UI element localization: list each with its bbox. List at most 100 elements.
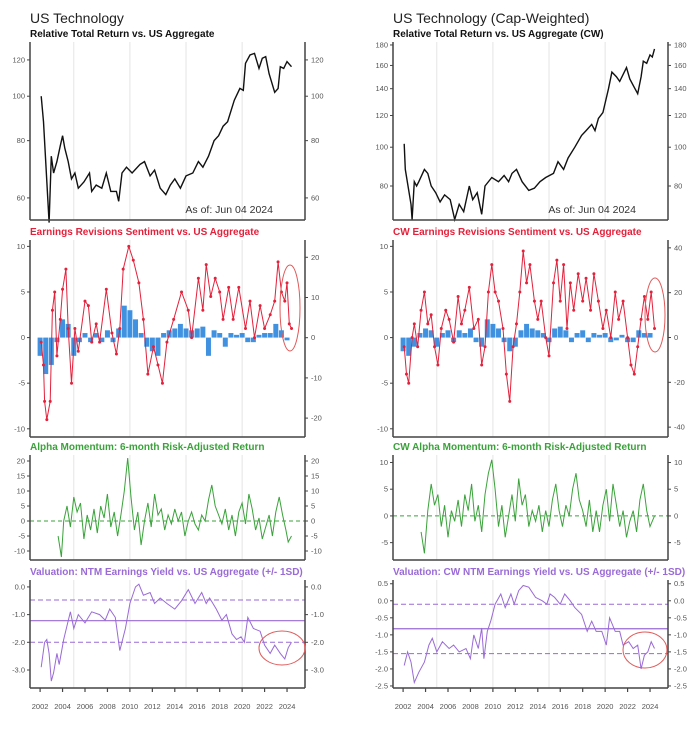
ytick-label: 10: [380, 242, 388, 251]
ytick-right-label: 20: [311, 253, 319, 262]
xtick-label: 2006: [77, 702, 94, 711]
ytick-label: -5: [381, 538, 388, 547]
sentiment-bar: [121, 305, 127, 338]
data-point: [439, 326, 443, 330]
ytick-right-label: 0: [674, 511, 678, 520]
data-point: [581, 299, 585, 303]
highlight-ellipse: [622, 631, 668, 669]
data-point: [209, 295, 213, 299]
panel-title: Valuation: NTM Earnings Yield vs. US Agg…: [30, 567, 303, 578]
xtick-label: 2010: [485, 702, 502, 711]
panel-title: Earnings Revisions Sentiment vs. US Aggr…: [30, 227, 260, 238]
ytick-label: -10: [14, 424, 25, 433]
data-point: [642, 295, 646, 299]
sentiment-bar: [222, 337, 228, 347]
data-point: [596, 299, 600, 303]
sentiment-bar: [104, 330, 110, 338]
data-point: [547, 354, 551, 358]
data-point: [544, 336, 548, 340]
sentiment-bar: [518, 330, 524, 338]
data-point: [94, 322, 98, 326]
series-line: [403, 250, 655, 402]
data-point: [629, 363, 633, 367]
sentiment-bar: [507, 337, 513, 352]
sentiment-bar: [445, 330, 451, 338]
panel-right-2: CW Alpha Momentum: 6-month Risk-Adjusted…: [380, 442, 682, 561]
data-point: [463, 308, 467, 312]
sentiment-bar: [278, 330, 284, 338]
ytick-label: 60: [17, 193, 25, 202]
data-point: [213, 276, 217, 280]
data-point: [73, 326, 77, 330]
data-point: [565, 326, 569, 330]
data-point: [572, 308, 576, 312]
xtick-label: 2020: [234, 702, 251, 711]
data-point: [518, 290, 522, 294]
sentiment-bar: [133, 319, 139, 338]
data-point: [609, 336, 613, 340]
panel-left-0: US Technology Relative Total Return vs. U…: [12, 10, 324, 223]
sentiment-bar: [194, 328, 200, 338]
xtick-label: 2004: [417, 702, 434, 711]
as-of-note: As of: Jun 04 2024: [185, 204, 273, 216]
ytick-right-label: -5: [674, 538, 681, 547]
data-point: [480, 363, 484, 367]
data-point: [131, 258, 135, 262]
xtick-label: 2012: [507, 702, 524, 711]
highlight-ellipse: [644, 277, 666, 353]
ytick-label: 5: [21, 502, 25, 511]
sentiment-bar: [273, 323, 279, 338]
sentiment-bar: [439, 333, 445, 338]
data-point: [508, 399, 512, 403]
data-point: [404, 372, 408, 376]
data-point: [48, 399, 52, 403]
ytick-label: -2.5: [375, 681, 388, 690]
data-point: [422, 290, 426, 294]
ytick-right-label: 10: [674, 458, 682, 467]
panel-left-3: Valuation: NTM Earnings Yield vs. US Agg…: [12, 567, 324, 711]
ytick-right-label: 120: [674, 111, 687, 120]
data-point: [285, 281, 289, 285]
data-point: [426, 322, 430, 326]
sentiment-bar: [563, 330, 569, 338]
ytick-right-label: -1.5: [674, 647, 687, 656]
ytick-label: 10: [17, 487, 25, 496]
data-point: [86, 304, 90, 308]
sentiment-bar: [183, 328, 189, 338]
data-point: [459, 322, 463, 326]
ytick-label: 0.5: [378, 579, 388, 588]
xtick-label: 2008: [462, 702, 479, 711]
xtick-label: 2018: [211, 702, 228, 711]
ytick-label: 160: [375, 61, 388, 70]
sentiment-bar: [82, 333, 88, 338]
ytick-right-label: 20: [674, 288, 682, 297]
xtick-label: 2024: [642, 702, 659, 711]
ytick-right-label: 10: [311, 293, 319, 302]
sentiment-bar: [467, 328, 473, 338]
highlight-ellipse: [258, 630, 306, 666]
data-point: [244, 326, 248, 330]
data-point: [50, 308, 54, 312]
data-point: [276, 260, 280, 264]
sentiment-bar: [138, 333, 144, 338]
ytick-label: 5: [384, 485, 388, 494]
ytick-label: -1.0: [375, 630, 388, 639]
data-point: [41, 363, 45, 367]
xtick-label: 2006: [440, 702, 457, 711]
sentiment-bar: [574, 333, 580, 338]
data-point: [521, 249, 525, 253]
data-point: [402, 345, 406, 349]
sentiment-bar: [585, 337, 591, 343]
sentiment-bar: [641, 333, 647, 338]
ytick-right-label: 0: [311, 517, 315, 526]
sentiment-bar: [54, 337, 60, 343]
xtick-label: 2016: [189, 702, 206, 711]
sentiment-bar: [400, 337, 406, 352]
ytick-label: 10: [380, 458, 388, 467]
xtick-label: 2010: [122, 702, 139, 711]
xtick-label: 2022: [619, 702, 636, 711]
data-point: [180, 290, 184, 294]
data-point: [601, 326, 605, 330]
sentiment-bar: [217, 333, 223, 338]
data-point: [58, 317, 62, 321]
